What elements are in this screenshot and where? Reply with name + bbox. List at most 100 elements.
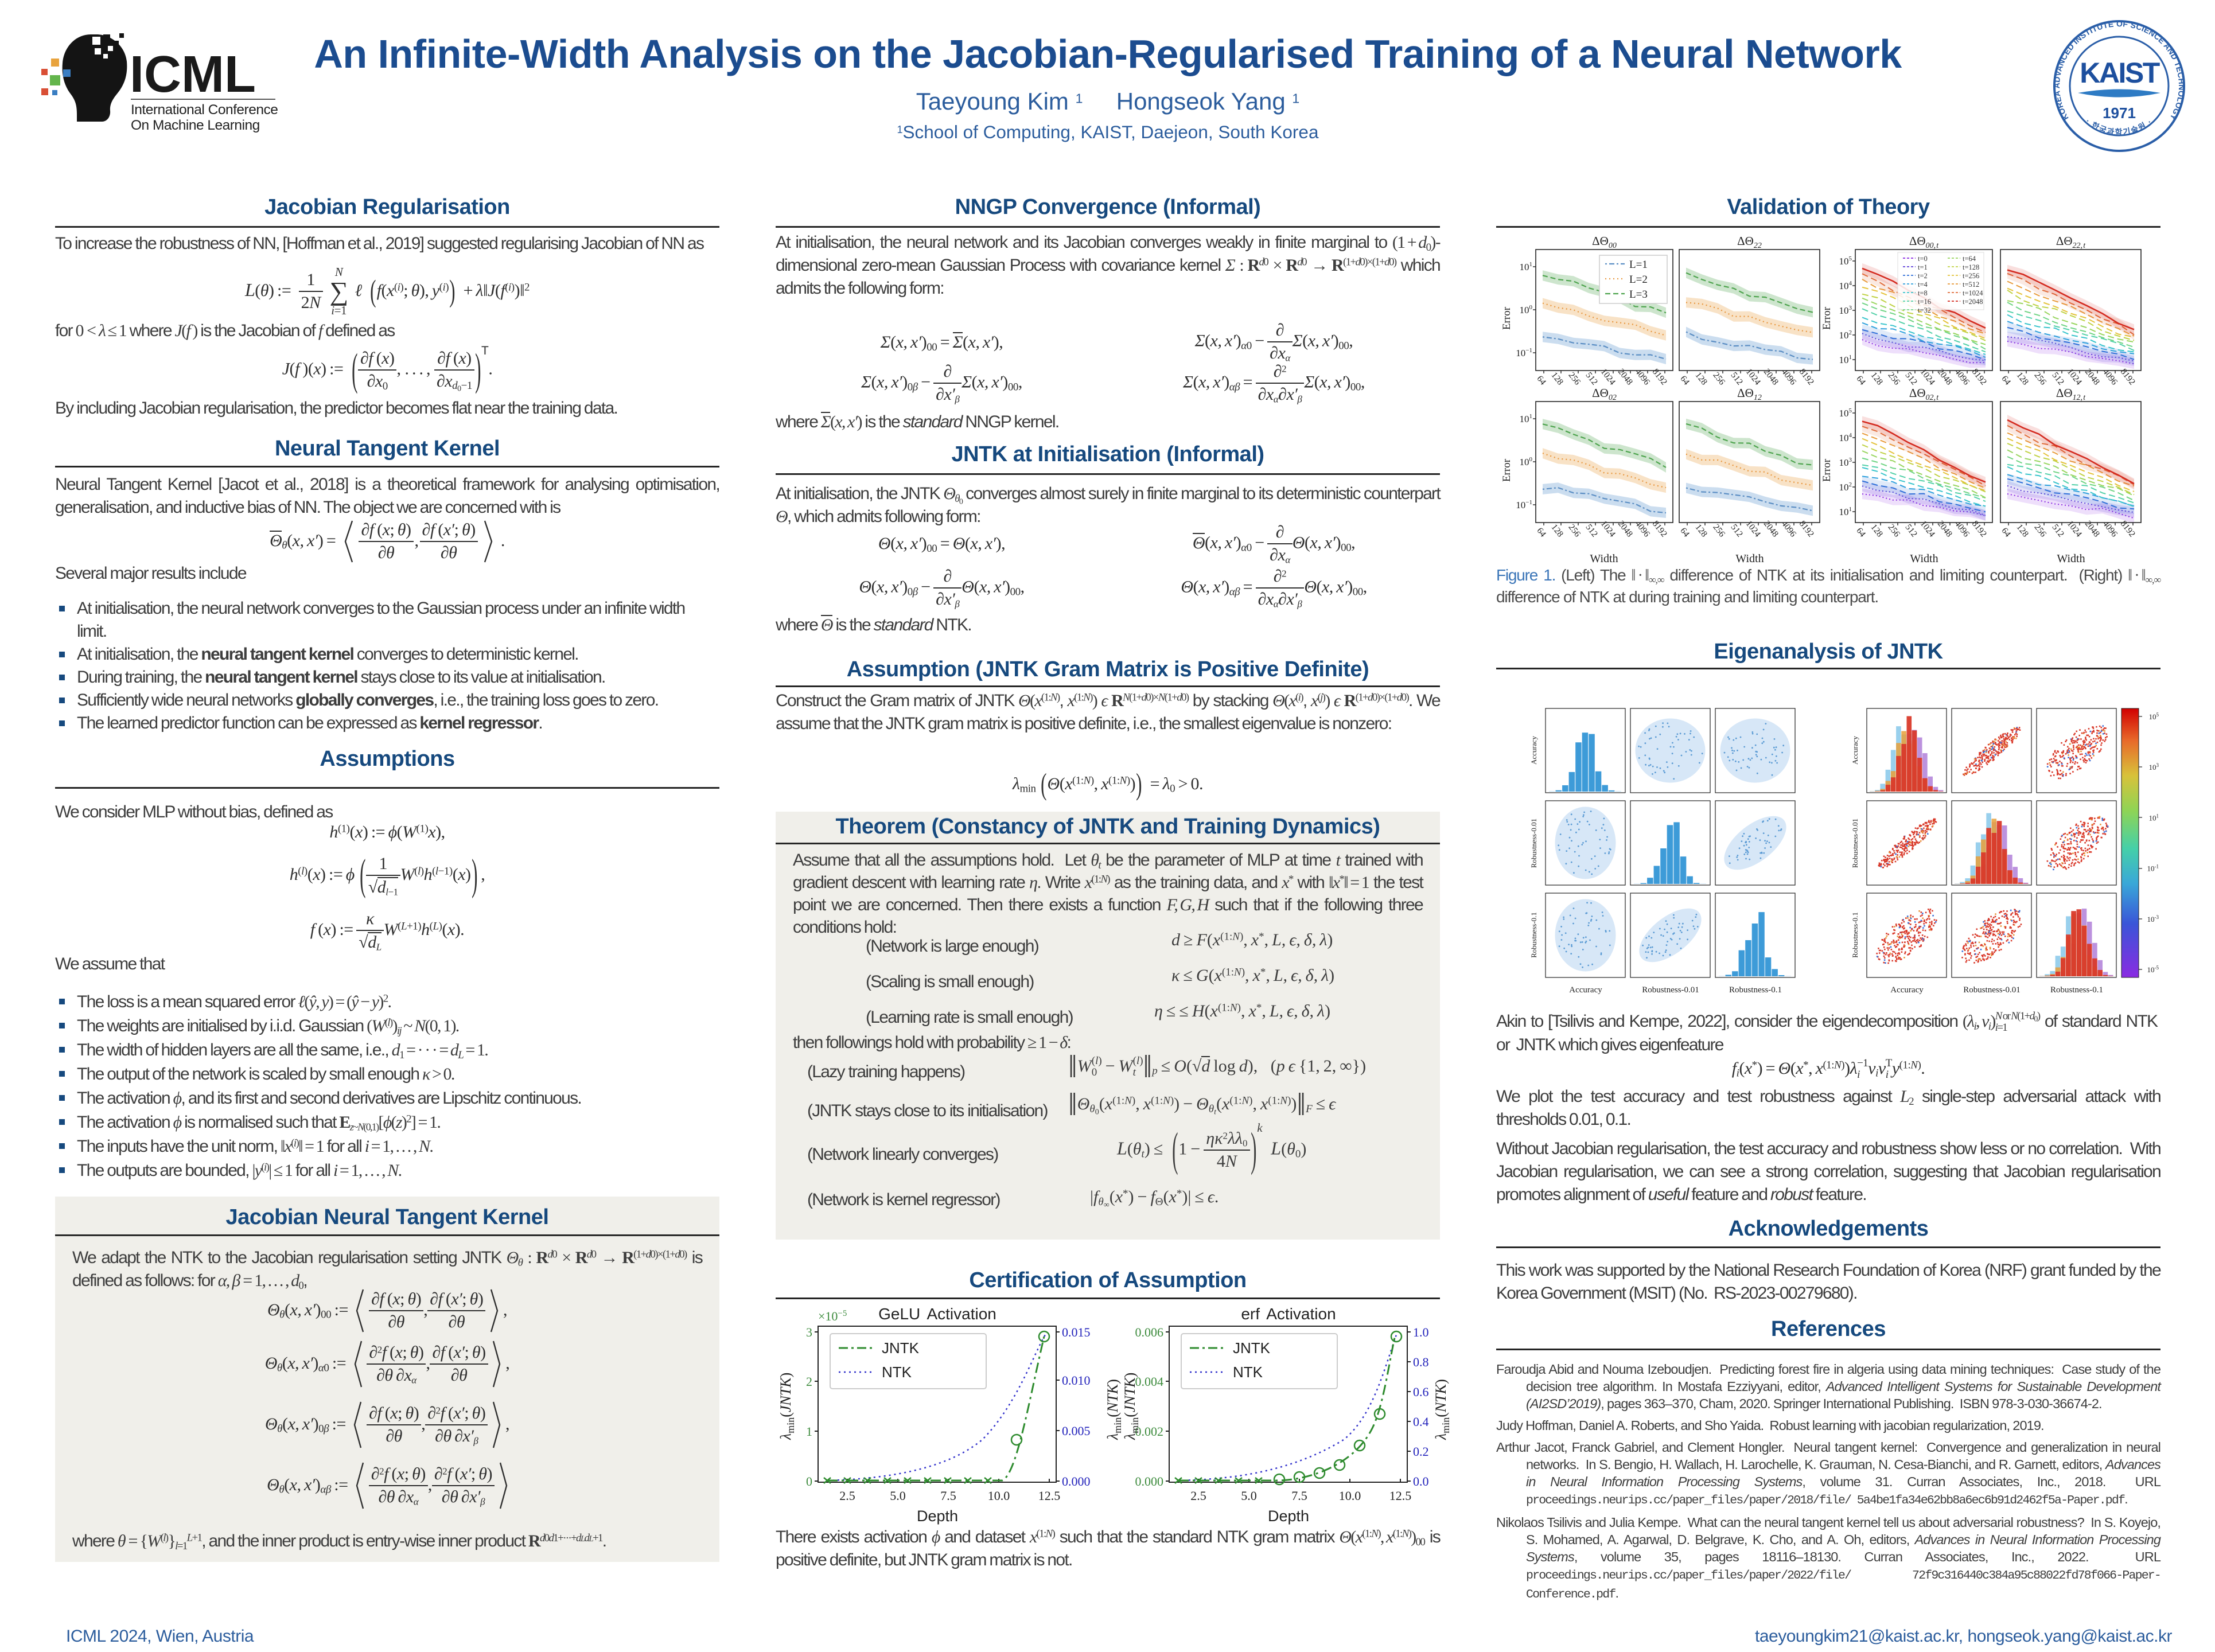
svg-text:1: 1: [806, 1424, 812, 1439]
svg-text:2.5: 2.5: [839, 1489, 855, 1503]
svg-text:64: 64: [1999, 526, 2012, 539]
svg-text:t=1: t=1: [1918, 263, 1928, 271]
svg-text:erf Activation: erf Activation: [1241, 1305, 1336, 1323]
svg-text:102: 102: [1839, 481, 1852, 493]
svg-text:256: 256: [1711, 371, 1727, 387]
svg-text:101: 101: [1520, 261, 1533, 272]
svg-text:512: 512: [1584, 371, 1600, 387]
svg-text:Robustness-0.1: Robustness-0.1: [1851, 912, 1859, 958]
svg-text:103: 103: [1839, 457, 1852, 468]
svg-text:64: 64: [1678, 374, 1691, 387]
svg-text:102: 102: [1839, 329, 1852, 341]
svg-text:10-1: 10-1: [2147, 864, 2159, 873]
svg-text:ΔΘ12, t: ΔΘ12, t: [2056, 386, 2086, 402]
svg-text:512: 512: [2050, 371, 2066, 387]
svg-text:ΔΘ02, t: ΔΘ02, t: [1909, 386, 1939, 402]
svg-text:10-3: 10-3: [2147, 914, 2159, 924]
svg-text:Error: Error: [1821, 306, 1833, 330]
svg-text:Robustness-0.01: Robustness-0.01: [1642, 985, 1699, 995]
svg-text:10.0: 10.0: [988, 1489, 1010, 1503]
svg-text:64: 64: [1535, 526, 1548, 539]
svg-text:Robustness-0.01: Robustness-0.01: [1963, 985, 2021, 995]
svg-text:Accuracy: Accuracy: [1529, 736, 1538, 765]
svg-text:t=128: t=128: [1963, 263, 1979, 271]
svg-text:0: 0: [806, 1474, 812, 1489]
svg-text:ΔΘ22: ΔΘ22: [1737, 234, 1762, 250]
svg-text:64: 64: [1999, 374, 2012, 387]
svg-text:0.8: 0.8: [1413, 1355, 1429, 1369]
svg-text:ΔΘ00: ΔΘ00: [1592, 234, 1617, 250]
svg-text:Width: Width: [2057, 552, 2085, 565]
svg-text:0.004: 0.004: [1135, 1374, 1164, 1389]
svg-text:λmin(JNTK): λmin(JNTK): [1122, 1373, 1140, 1440]
svg-text:JNTK: JNTK: [882, 1339, 920, 1357]
svg-text:5.0: 5.0: [1241, 1489, 1257, 1503]
svg-text:0.6: 0.6: [1413, 1385, 1429, 1399]
svg-text:256: 256: [2033, 371, 2049, 387]
svg-text:Accuracy: Accuracy: [1890, 985, 1924, 995]
svg-text:t=16: t=16: [1918, 298, 1931, 306]
svg-text:128: 128: [1869, 371, 1885, 387]
svg-text:128: 128: [1694, 523, 1710, 539]
svg-text:0.000: 0.000: [1062, 1474, 1091, 1489]
svg-text:0.005: 0.005: [1062, 1424, 1091, 1438]
svg-text:10−1: 10−1: [1516, 347, 1532, 359]
svg-text:10.0: 10.0: [1339, 1489, 1361, 1503]
svg-text:0.002: 0.002: [1135, 1424, 1164, 1439]
svg-text:t=0: t=0: [1918, 255, 1928, 263]
svg-text:ICML: ICML: [130, 46, 256, 103]
svg-text:t=32: t=32: [1918, 306, 1931, 314]
svg-text:512: 512: [1729, 371, 1745, 387]
svg-text:100: 100: [1520, 304, 1533, 315]
svg-text:128: 128: [1694, 371, 1710, 387]
svg-text:t=64: t=64: [1963, 255, 1976, 263]
svg-text:128: 128: [2015, 371, 2031, 387]
svg-text:0.4: 0.4: [1413, 1415, 1429, 1429]
svg-text:128: 128: [1550, 371, 1566, 387]
svg-text:256: 256: [2033, 523, 2049, 539]
svg-text:512: 512: [1903, 523, 1920, 539]
svg-text:101: 101: [1839, 354, 1852, 365]
svg-text:12.5: 12.5: [1389, 1489, 1412, 1503]
svg-text:128: 128: [1869, 523, 1885, 539]
svg-text:105: 105: [1839, 407, 1852, 419]
svg-text:t=8: t=8: [1918, 289, 1928, 297]
svg-text:Width: Width: [1910, 552, 1938, 565]
svg-text:t=4: t=4: [1918, 280, 1928, 289]
svg-text:λmin(NTK): λmin(NTK): [1432, 1379, 1451, 1440]
svg-text:64: 64: [1535, 374, 1548, 387]
svg-text:256: 256: [1886, 371, 1902, 387]
svg-text:Robustness-0.1: Robustness-0.1: [1529, 912, 1538, 958]
svg-text:λmin(JNTK): λmin(JNTK): [777, 1373, 796, 1440]
svg-text:101: 101: [2149, 813, 2159, 822]
svg-text:t=1024: t=1024: [1963, 289, 1983, 297]
svg-text:On Machine Learning: On Machine Learning: [131, 118, 260, 133]
svg-text:128: 128: [1550, 523, 1566, 539]
svg-text:0.006: 0.006: [1135, 1325, 1164, 1339]
svg-text:Width: Width: [1735, 552, 1764, 565]
svg-text:512: 512: [1903, 371, 1920, 387]
svg-text:105: 105: [2149, 712, 2159, 721]
svg-text:2: 2: [806, 1374, 812, 1389]
svg-text:104: 104: [1839, 432, 1852, 443]
svg-text:100: 100: [1520, 456, 1533, 467]
svg-text:103: 103: [1839, 305, 1852, 316]
svg-text:Error: Error: [1501, 306, 1513, 330]
svg-text:104: 104: [1839, 280, 1852, 291]
svg-text:12.5: 12.5: [1038, 1489, 1061, 1503]
svg-text:NTK: NTK: [1233, 1363, 1263, 1381]
svg-text:101: 101: [1839, 506, 1852, 517]
svg-text:L=2: L=2: [1629, 274, 1648, 286]
svg-text:Error: Error: [1821, 458, 1833, 482]
svg-text:2.5: 2.5: [1190, 1489, 1206, 1503]
svg-text:0.010: 0.010: [1062, 1373, 1091, 1388]
svg-text:L=3: L=3: [1629, 289, 1648, 301]
svg-text:10-5: 10-5: [2147, 965, 2159, 974]
svg-text:0.015: 0.015: [1062, 1325, 1091, 1339]
svg-text:Width: Width: [1590, 552, 1618, 565]
svg-text:512: 512: [2050, 523, 2066, 539]
svg-text:1971: 1971: [2103, 104, 2136, 122]
svg-text:101: 101: [1520, 413, 1533, 424]
svg-text:7.5: 7.5: [1291, 1489, 1307, 1503]
svg-text:Robustness-0.1: Robustness-0.1: [2050, 985, 2103, 995]
